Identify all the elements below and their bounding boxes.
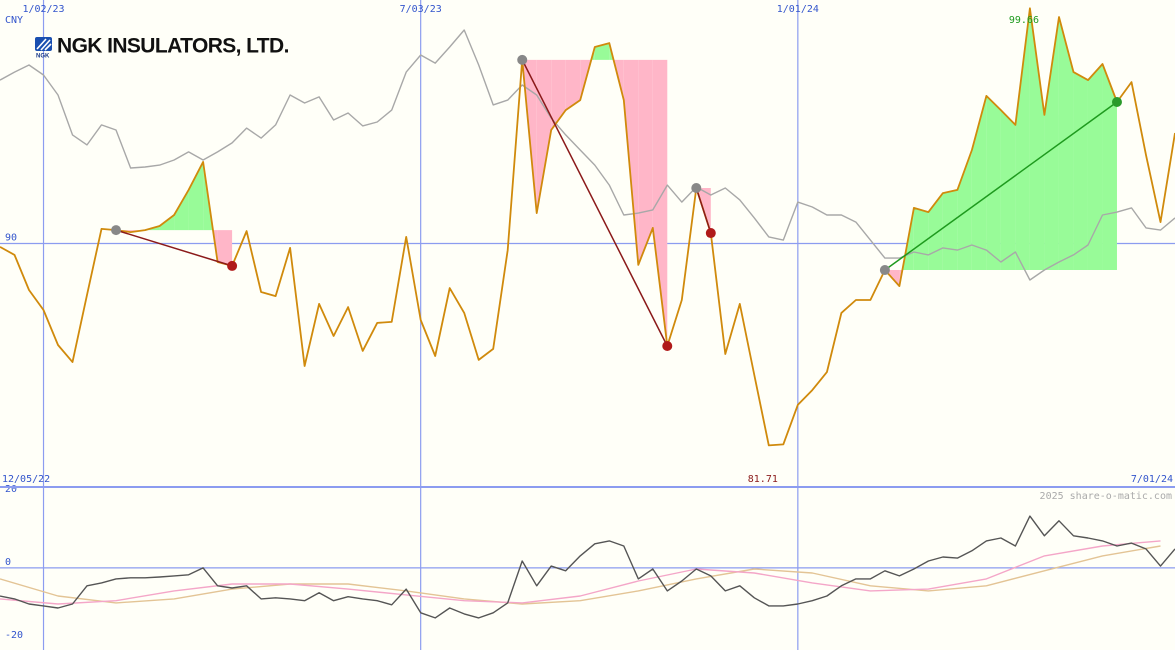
x-tick-label: 1/01/24	[777, 4, 819, 15]
x-tick-label: 1/02/23	[22, 4, 64, 15]
trade-line	[115, 229, 233, 267]
exit-dot	[227, 260, 238, 271]
loss-area	[652, 59, 668, 347]
loss-area	[551, 59, 566, 131]
gain-area	[174, 189, 189, 231]
y-tick-label: 90	[5, 233, 17, 244]
trade-line	[695, 187, 712, 234]
loss-area	[565, 59, 581, 111]
logo-icon-stripes	[36, 38, 52, 51]
logo: NGK NGK INSULATORS, LTD.	[35, 35, 289, 60]
low-label: 81.71	[748, 474, 778, 485]
gain-area	[928, 193, 943, 271]
exit-dot	[705, 228, 716, 239]
gain-area	[1029, 8, 1045, 271]
series-line	[0, 7, 1175, 447]
loss-area	[536, 59, 552, 214]
gain-area	[1000, 110, 1016, 271]
series-line	[0, 515, 1175, 619]
entry-dot	[691, 182, 702, 193]
y-tick-label: 0	[5, 557, 11, 568]
series-line	[0, 29, 1175, 281]
trade-line	[521, 59, 668, 347]
y-tick-label: -20	[5, 630, 23, 641]
logo-mark: NGK	[36, 54, 50, 60]
series-line	[0, 540, 1161, 605]
gain-area	[1073, 72, 1088, 271]
y-tick-label: 20	[5, 484, 17, 495]
x-range-label: 7/01/24	[1131, 474, 1173, 485]
currency-label: CNY	[5, 15, 23, 26]
loss-area	[217, 230, 233, 266]
entry-dot	[879, 265, 890, 276]
logo-name: NGK INSULATORS, LTD.	[57, 35, 289, 58]
trade-line	[884, 101, 1118, 271]
exit-dot	[1111, 97, 1122, 108]
entry-dot	[111, 225, 122, 236]
gain-area	[942, 189, 958, 271]
gain-area	[986, 95, 1001, 271]
gain-area	[1102, 64, 1117, 271]
gain-area	[1058, 17, 1074, 271]
x-range-label: 12/05/22	[2, 474, 50, 485]
gain-area	[913, 207, 929, 271]
gain-area	[188, 161, 204, 231]
entry-dot	[517, 54, 528, 65]
x-tick-label: 7/03/23	[400, 4, 442, 15]
series-line	[0, 545, 1161, 605]
exit-dot	[662, 341, 673, 352]
high-label: 99.66	[1009, 15, 1039, 26]
watermark: 2025 share-o-matic.com	[1040, 491, 1172, 502]
gain-area	[1044, 17, 1059, 271]
gain-area	[1015, 8, 1030, 271]
gain-area	[594, 43, 610, 60]
loss-area	[638, 59, 653, 265]
